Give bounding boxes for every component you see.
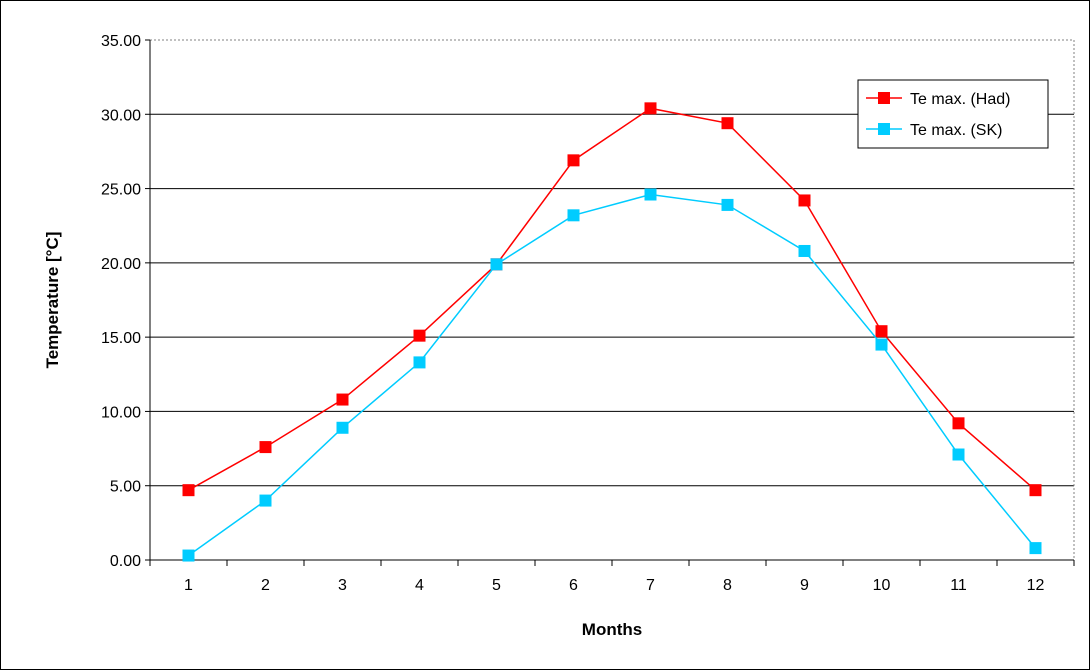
series-line [188,107,1036,491]
y-tick-label: 10.00 [101,404,141,421]
x-tick-label: 4 [415,577,424,594]
x-tick-label: 9 [800,577,809,594]
x-tick-label: 10 [873,577,891,594]
y-tick-label: 30.00 [101,107,141,124]
y-tick-label: 35.00 [101,33,141,50]
data-point [875,325,888,338]
data-point [721,198,734,211]
data-point [490,258,503,271]
y-tick-label: 0.00 [110,553,141,570]
data-point [259,441,272,454]
data-point [1029,542,1042,555]
data-point [182,484,195,497]
x-axis-ticks: 1 2 3 4 5 6 7 8 9 10 11 12 [149,560,1075,594]
y-tick-label: 20.00 [101,256,141,273]
data-point [875,338,888,351]
legend: Te max. (Had) Te max. (SK) [857,79,1049,149]
data-point [798,194,811,207]
x-tick-label: 8 [723,577,732,594]
data-point [182,549,195,562]
series-line [188,193,1037,557]
x-tick-label: 1 [184,577,193,594]
data-point [413,329,426,342]
legend-label: Te max. (SK) [910,122,1002,139]
x-axis-title: Months [582,620,642,639]
data-point [336,393,349,406]
y-tick-label: 25.00 [101,182,141,199]
series-2 [182,188,1042,562]
legend-label: Te max. (Had) [910,91,1010,108]
data-point [952,448,965,461]
y-tick-label: 5.00 [110,479,141,496]
data-point [567,154,580,167]
x-tick-label: 7 [646,577,655,594]
y-axis-ticks: 0.00 5.00 10.00 15.00 20.00 25.00 30.00 35.00 [101,33,150,570]
x-tick-label: 6 [569,577,578,594]
data-point [413,356,426,369]
data-point [798,244,811,257]
data-point [644,102,657,115]
x-tick-label: 2 [261,577,270,594]
data-point [567,209,580,222]
x-tick-label: 5 [492,577,501,594]
data-point [1029,484,1042,497]
x-tick-label: 3 [338,577,347,594]
y-axis-title: Temperature [°C] [43,232,62,369]
x-tick-label: 11 [950,577,967,594]
x-tick-label: 12 [1027,577,1045,594]
data-series [182,102,1042,562]
data-point [952,417,965,430]
legend-swatch-marker [878,123,890,135]
legend-box [857,79,1049,149]
data-point [644,188,657,201]
y-tick-label: 15.00 [101,330,141,347]
data-point [336,421,349,434]
data-point [259,494,272,507]
data-point [721,117,734,130]
legend-swatch-marker [878,92,890,104]
